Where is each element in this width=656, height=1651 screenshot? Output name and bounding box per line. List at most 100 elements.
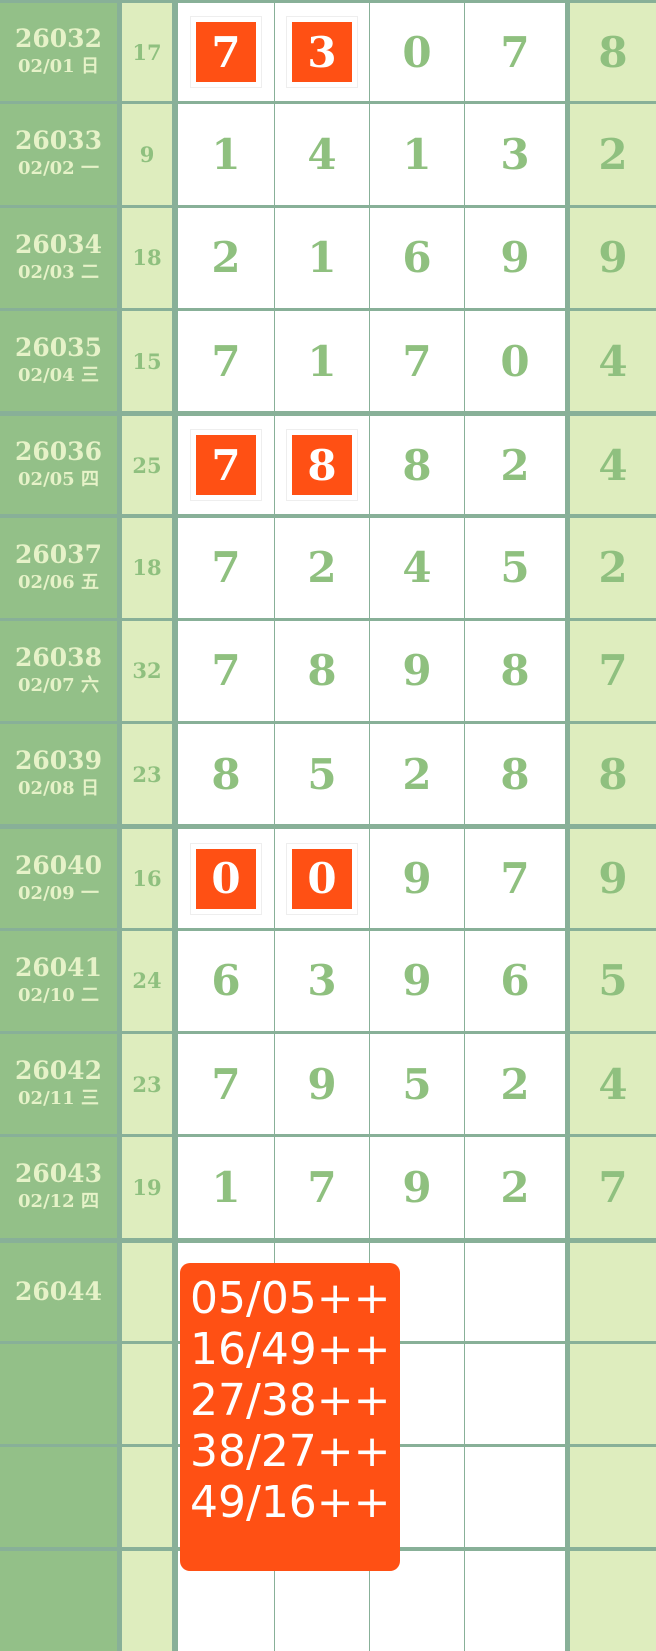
prediction-popup: 05/05++ 16/49++ 27/38++ 38/27++ 49/16++	[180, 1263, 400, 1571]
digit-cell: 2	[465, 1137, 565, 1238]
digit-value: 1	[307, 336, 337, 386]
prediction-line: 38/27++	[190, 1426, 391, 1477]
digit-cell	[465, 1550, 565, 1651]
digit-value: 9	[402, 646, 432, 696]
period-cell: 26036 02/05 四	[0, 416, 117, 515]
sum-value: 32	[132, 658, 162, 684]
draw-date: 02/12 四	[18, 1191, 99, 1213]
digit-value: 0	[402, 27, 432, 77]
digit-cell: 8	[275, 620, 369, 722]
last-digit-cell	[570, 1343, 656, 1445]
last-digit-cell: 4	[570, 310, 656, 412]
draw-date: 02/04 三	[18, 365, 99, 387]
last-digit-value: 9	[598, 854, 628, 904]
digit-cell: 0	[370, 3, 464, 102]
period-number: 26040	[15, 850, 102, 880]
digit-cell: 7	[275, 1137, 369, 1238]
last-digit-value: 8	[598, 27, 628, 77]
digit-value: 8	[307, 646, 337, 696]
period-cell: 26043 02/12 四	[0, 1137, 117, 1238]
digit-cell: 2	[465, 416, 565, 515]
digit-cell: 1	[370, 104, 464, 205]
highlighted-digit: 0	[190, 842, 262, 915]
period-cell: 26034 02/03 二	[0, 207, 117, 308]
digit-cell: 3	[275, 3, 369, 102]
sum-cell: 9	[122, 104, 172, 205]
last-digit-cell: 4	[570, 416, 656, 515]
digit-value: 7	[307, 1162, 337, 1212]
digit-value: 2	[500, 440, 530, 490]
draw-date: 02/01 日	[18, 56, 99, 78]
digit-cell: 2	[275, 517, 369, 618]
period-cell: 26041 02/10 二	[0, 930, 117, 1031]
digit-value: 7	[211, 646, 241, 696]
sum-value: 18	[132, 245, 162, 271]
digit-value: 3	[500, 129, 530, 179]
period-cell	[0, 1550, 117, 1651]
highlighted-digit: 3	[286, 16, 358, 89]
digit-value: 4	[307, 129, 337, 179]
last-digit-value: 4	[598, 440, 628, 490]
highlighted-digit: 8	[286, 429, 358, 502]
digit-cell: 6	[465, 930, 565, 1031]
digit-value: 9	[307, 1059, 337, 1109]
last-digit-cell: 4	[570, 1034, 656, 1135]
last-digit-value: 7	[598, 1162, 628, 1212]
last-digit-cell	[570, 1550, 656, 1651]
sum-cell: 17	[122, 3, 172, 102]
period-number: 26042	[15, 1056, 102, 1086]
digit-value: 7	[211, 336, 241, 386]
period-number: 26034	[15, 229, 102, 259]
digit-cell	[465, 1242, 565, 1341]
draw-date: 02/11 三	[18, 1088, 99, 1110]
period-cell: 26037 02/06 五	[0, 517, 117, 618]
draw-date: 02/07 六	[18, 674, 99, 696]
digit-value: 1	[307, 233, 337, 283]
digit-cell: 8	[465, 724, 565, 825]
digit-value: 7	[500, 27, 530, 77]
sum-cell	[122, 1242, 172, 1341]
sum-cell: 23	[122, 724, 172, 825]
digit-cell: 0	[178, 829, 274, 928]
sum-value: 16	[132, 866, 162, 892]
period-number: 26036	[15, 437, 102, 467]
period-number: 26039	[15, 746, 102, 776]
last-digit-cell: 2	[570, 104, 656, 205]
period-number: 26033	[15, 126, 102, 156]
digit-value: 2	[307, 543, 337, 593]
last-digit-cell: 8	[570, 3, 656, 102]
digit-cell: 4	[275, 104, 369, 205]
digit-value: 6	[402, 233, 432, 283]
digit-cell: 2	[370, 724, 464, 825]
digit-cell: 0	[275, 829, 369, 928]
digit-cell: 7	[178, 1034, 274, 1135]
digit-cell: 8	[465, 620, 565, 722]
period-cell: 26035 02/04 三	[0, 310, 117, 412]
last-digit-cell: 8	[570, 724, 656, 825]
sum-value: 23	[132, 761, 162, 787]
digit-value: 9	[402, 854, 432, 904]
digit-value: 8	[402, 440, 432, 490]
last-digit-value: 5	[598, 956, 628, 1006]
period-number: 26032	[15, 24, 102, 54]
digit-value: 7	[500, 854, 530, 904]
period-number: 26035	[15, 333, 102, 363]
digit-value: 7	[211, 543, 241, 593]
draw-date: 02/06 五	[18, 571, 99, 593]
period-cell: 26044	[0, 1242, 117, 1341]
last-digit-value: 9	[598, 233, 628, 283]
period-number: 26044	[15, 1276, 102, 1306]
sum-value: 17	[132, 39, 162, 65]
digit-value: 8	[211, 749, 241, 799]
digit-cell: 8	[178, 724, 274, 825]
digit-value: 3	[292, 22, 352, 83]
period-cell: 26038 02/07 六	[0, 620, 117, 722]
digit-value: 9	[402, 1162, 432, 1212]
last-digit-cell	[570, 1447, 656, 1548]
sum-cell: 15	[122, 310, 172, 412]
period-cell	[0, 1447, 117, 1548]
draw-date: 02/02 一	[18, 158, 99, 180]
digit-cell: 9	[465, 207, 565, 308]
digit-cell	[465, 1447, 565, 1548]
digit-value: 5	[307, 749, 337, 799]
